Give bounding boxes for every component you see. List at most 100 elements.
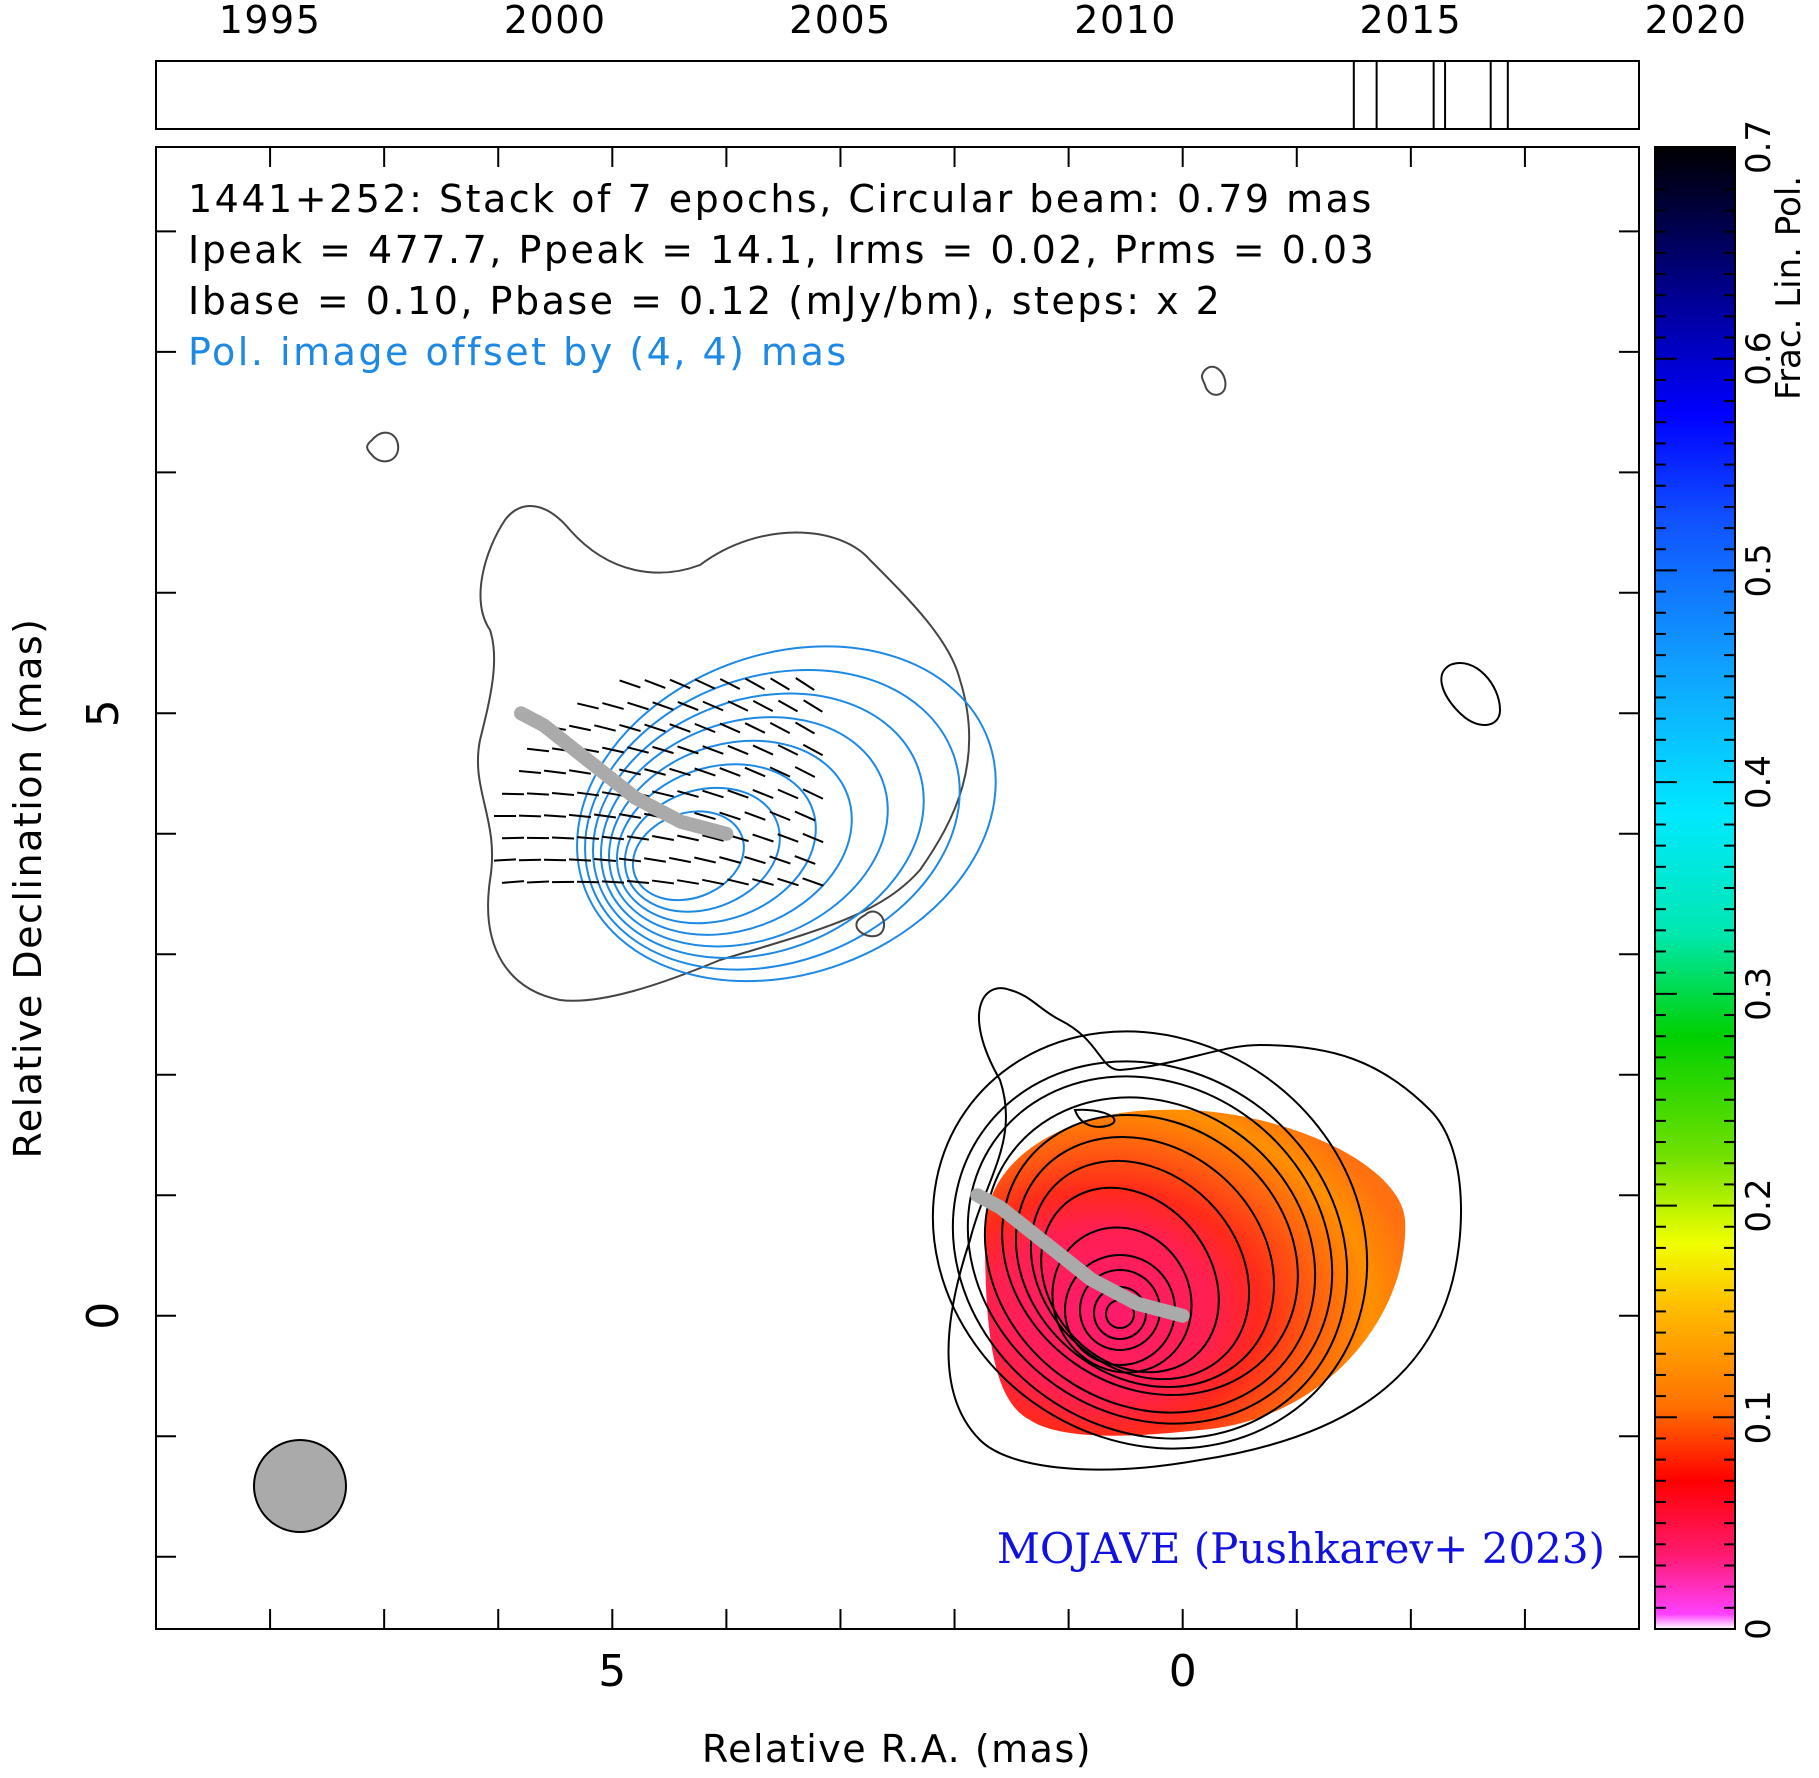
x-tick-label: 5: [598, 1646, 626, 1697]
evpa-tick: [576, 791, 600, 797]
annotation-line-2: Ipeak = 477.7, Ppeak = 14.1, Irms = 0.02…: [188, 228, 1376, 272]
evpa-tick: [569, 724, 591, 732]
evpa-tick: [576, 880, 600, 884]
timeline-year-label: 2015: [1359, 0, 1462, 42]
evpa-tick: [752, 700, 774, 712]
ridge-lines: [514, 706, 1190, 1323]
annotation-pol-offset: Pol. image offset by (4, 4) mas: [188, 330, 849, 374]
timeline-year-label: 2005: [789, 0, 892, 42]
evpa-tick: [601, 791, 625, 797]
pol-contour: [623, 786, 781, 913]
evpa-tick: [651, 879, 675, 885]
evpa-tick: [719, 722, 741, 734]
stokes-i-contours: [931, 987, 1462, 1471]
pol-contour: [615, 763, 817, 925]
evpa-tick: [744, 722, 766, 734]
timeline-epoch-lines: [1352, 61, 1509, 129]
evpa-tick: [577, 702, 599, 710]
evpa-tick: [543, 814, 567, 818]
evpa-tick: [501, 836, 525, 840]
evpa-tick: [794, 766, 816, 778]
ridge-line: [970, 1188, 1190, 1323]
colorbar-label: Frac. Lin. Pol.: [1769, 176, 1809, 400]
evpa-tick: [526, 747, 550, 753]
evpa-tick: [602, 746, 624, 754]
timeline-year-label: 1995: [219, 0, 322, 42]
evpa-tick: [770, 677, 790, 691]
evpa-tick: [602, 702, 624, 710]
evpa-tick: [669, 678, 691, 690]
evpa-tick: [644, 723, 666, 733]
evpa-tick: [526, 880, 550, 884]
evpa-tick: [694, 856, 716, 864]
evpa-tick: [727, 744, 749, 756]
timeline-strip: 1995 2000 2005 2010 2015 2020: [155, 0, 1748, 130]
evpa-tick: [677, 834, 699, 842]
evpa-tick: [719, 856, 741, 864]
evpa-tick: [501, 880, 525, 884]
evpa-tick: [802, 877, 824, 887]
evpa-tick: [518, 814, 542, 818]
timeline-year-labels: 1995 2000 2005 2010 2015 2020: [219, 0, 1748, 42]
timeline-year-label: 2020: [1645, 0, 1748, 42]
evpa-tick: [593, 813, 617, 819]
evpa-tick: [702, 789, 724, 799]
evpa-tick: [777, 744, 799, 756]
pol-contour: [631, 810, 745, 902]
evpa-tick: [652, 701, 674, 711]
evpa-tick: [652, 745, 674, 755]
y-axis-label: Relative Declination (mas): [6, 618, 50, 1159]
evpa-tick: [719, 811, 741, 821]
isolated-contours: [366, 365, 1502, 938]
evpa-tick: [769, 855, 791, 865]
evpa-tick: [769, 721, 791, 735]
evpa-tick: [626, 835, 650, 841]
timeline-year-label: 2010: [1074, 0, 1177, 42]
evpa-tick: [777, 788, 799, 800]
evpa-tick: [677, 745, 699, 755]
evpa-tick: [727, 878, 749, 886]
evpa-tick: [601, 880, 625, 884]
evpa-tick: [652, 790, 674, 798]
evpa-tick: [619, 724, 641, 732]
evpa-tick: [727, 789, 749, 799]
evpa-tick: [626, 879, 650, 885]
evpa-tick: [744, 677, 766, 691]
evpa-tick: [802, 832, 824, 844]
evpa-tick: [643, 857, 667, 863]
evpa-tick: [694, 767, 716, 777]
evpa-tick: [526, 792, 550, 796]
evpa-tick: [618, 813, 642, 819]
x-tick-label: 0: [1169, 1646, 1197, 1697]
evpa-tick: [644, 679, 666, 689]
colorbar-tick-label: 0.4: [1739, 755, 1779, 809]
evpa-tick: [744, 811, 766, 821]
evpa-tick: [694, 812, 716, 820]
colorbar-tick-label: 0.6: [1739, 332, 1779, 386]
evpa-tick: [493, 858, 517, 862]
colorbar-ticks: [1655, 146, 1735, 1630]
evpa-tick: [551, 791, 575, 797]
evpa-tick: [619, 768, 641, 776]
evpa-tick: [802, 788, 824, 800]
colorbar-gradient: [1655, 147, 1735, 1629]
evpa-tick: [518, 770, 542, 774]
colorbar-tick-label: 0.1: [1739, 1390, 1779, 1444]
timeline-year-label: 2000: [504, 0, 607, 42]
plot-frame: [155, 146, 1640, 1630]
evpa-tick: [719, 678, 741, 690]
annotation-line-3: Ibase = 0.10, Pbase = 0.12 (mJy/bm), ste…: [188, 279, 1222, 323]
evpa-tick: [601, 835, 625, 841]
timeline-frame: [155, 60, 1640, 130]
colorbar: 0 0.1 0.2 0.3 0.4 0.5 0.6 0.7 Frac. Lin. Pol.: [1654, 120, 1809, 1640]
evpa-tick: [794, 855, 816, 865]
evpa-tick: [744, 855, 766, 865]
evpa-tick: [568, 769, 592, 775]
polarized-contours: [476, 505, 997, 1002]
evpa-tick: [568, 858, 592, 862]
evpa-tick: [593, 858, 617, 862]
evpa-tick: [752, 833, 774, 843]
evpa-tick: [702, 878, 724, 886]
pol-contour: [584, 668, 961, 971]
